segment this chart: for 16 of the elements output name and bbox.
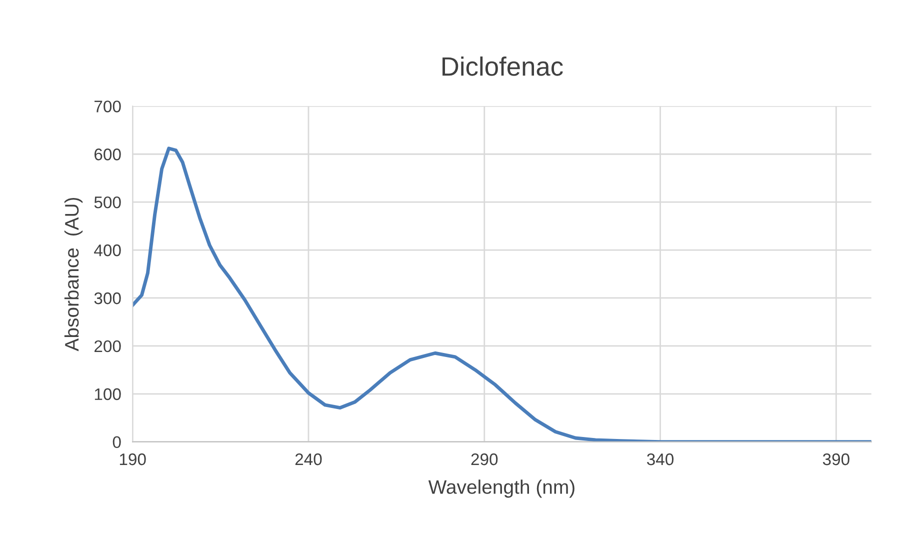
x-tick-label: 340 [646, 453, 674, 466]
y-tick-label: 700 [94, 100, 121, 112]
y-tick-label: 100 [94, 388, 121, 400]
y-tick-label: 600 [94, 148, 121, 160]
y-tick-label: 500 [94, 196, 121, 208]
x-tick-label: 390 [822, 453, 850, 466]
y-tick-label: 0 [112, 436, 121, 448]
x-tick-label: 290 [471, 453, 498, 466]
y-tick-label: 200 [94, 340, 121, 352]
y-tick-label: 400 [94, 244, 121, 256]
y-axis-title: Absorbance (AU) [64, 198, 83, 352]
x-axis-title: Wavelength (nm) [428, 480, 574, 498]
x-tick-label: 240 [295, 453, 322, 466]
chart-title: Diclofenac [442, 56, 563, 76]
x-tick-label: 190 [120, 453, 146, 466]
y-tick-label: 300 [94, 292, 121, 304]
